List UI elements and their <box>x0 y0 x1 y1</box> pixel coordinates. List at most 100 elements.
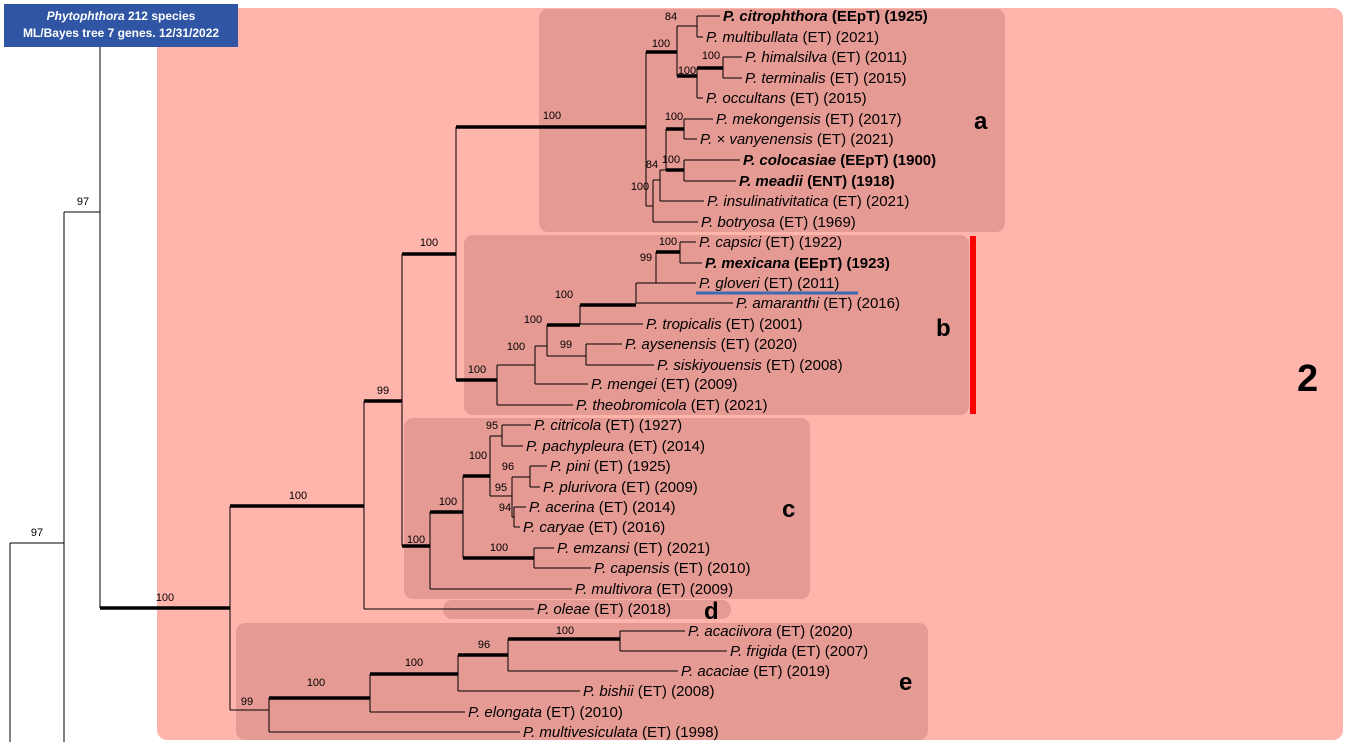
tip-genus: P. <box>723 8 739 25</box>
tip-genus: P. <box>625 336 641 353</box>
clade-b-highlight-bar <box>970 236 976 414</box>
tip-label-citricola: P. citricola (ET) (1927) <box>534 417 682 434</box>
tip-label-multivora: P. multivora (ET) (2009) <box>575 581 733 598</box>
tip-genus: P. <box>523 724 539 741</box>
tip-label-capensis: P. capensis (ET) (2010) <box>594 560 750 577</box>
tip-label-botryosa: P. botryosa (ET) (1969) <box>701 214 856 231</box>
tip-epithet: terminalis <box>761 70 826 87</box>
tip-genus: P. <box>745 49 761 66</box>
tip-authority: (ET) (2007) <box>787 643 868 660</box>
tip-genus: P. <box>681 663 697 680</box>
tip-genus: P. <box>557 540 573 557</box>
clade-c-box <box>404 418 810 599</box>
tip-epithet: acaciivora <box>704 623 772 640</box>
tip-genus: P. <box>699 275 715 292</box>
tip-label-himalsilva: P. himalsilva (ET) (2011) <box>745 49 907 66</box>
support-value-b: 100 <box>468 364 486 376</box>
tip-authority: (ET) (2014) <box>595 499 676 516</box>
support-value-him-ter: 100 <box>702 50 720 62</box>
tip-genus: P. <box>705 255 721 272</box>
support-value-c1: 100 <box>439 496 457 508</box>
support-value-acaciivora-frigida: 100 <box>556 625 574 637</box>
support-value-clade2: 100 <box>156 592 174 604</box>
support-value-c: 100 <box>407 534 425 546</box>
tip-authority: (ET) (2015) <box>826 70 907 87</box>
tip-epithet: frigida <box>746 643 787 660</box>
tip-label-pachypleura: P. pachypleura (ET) (2014) <box>526 438 705 455</box>
tip-label-bishii: P. bishii (ET) (2008) <box>583 683 714 700</box>
tip-epithet: capsici <box>715 234 762 251</box>
tip-label-acerina: P. acerina (ET) (2014) <box>529 499 675 516</box>
tip-genus: P. <box>576 397 592 414</box>
title-tree-description: ML/Bayes tree 7 genes. 12/31/2022 <box>22 26 220 40</box>
tip-epithet: acerina <box>545 499 594 516</box>
tip-genus: P. <box>550 458 566 475</box>
tip-label-gloveri: P. gloveri (ET) (2011) <box>699 275 839 292</box>
support-value-root-outer: 97 <box>31 527 43 539</box>
clade-label-c: c <box>782 496 795 523</box>
tip-label-mekongensis: P. mekongensis (ET) (2017) <box>716 111 902 128</box>
tip-genus: P. <box>575 581 591 598</box>
support-value-abc: 99 <box>377 385 389 397</box>
clade-label-a: a <box>974 108 988 135</box>
clade-label-d: d <box>704 598 719 625</box>
tip-label-occultans: P. occultans (ET) (2015) <box>706 90 867 107</box>
clade-d-box <box>443 600 731 619</box>
support-value-root-inner: 97 <box>77 196 89 208</box>
tip-authority: (ET) (2018) <box>590 601 671 618</box>
support-value-a1-him-ter-occ: 100 <box>678 65 696 77</box>
tip-epithet: capensis <box>610 560 670 577</box>
tip-authority: (EEpT) (1900) <box>836 152 936 169</box>
tip-genus: P. <box>706 90 722 107</box>
support-value-abcd: 100 <box>289 490 307 502</box>
tip-authority: (ENT) (1918) <box>803 173 895 190</box>
tip-epithet: colocasiae <box>759 152 836 169</box>
tip-epithet: insulinativitatica <box>723 193 828 210</box>
tip-authority: (ET) (2010) <box>542 704 623 721</box>
tip-label-oleae: P. oleae (ET) (2018) <box>537 601 671 618</box>
tip-label-plurivora: P. plurivora (ET) (2009) <box>543 479 698 496</box>
tip-epithet: tropicalis <box>662 316 722 333</box>
tip-authority: (EEpT) (1925) <box>828 8 928 25</box>
tip-authority: (ET) (2020) <box>772 623 853 640</box>
tip-authority: (ET) (1969) <box>775 214 856 231</box>
tip-label-tropicalis: P. tropicalis (ET) (2001) <box>646 316 802 333</box>
title-species-count: 212 species <box>124 9 196 23</box>
tip-authority: (ET) (2015) <box>786 90 867 107</box>
support-value-a2-colo-meadii: 100 <box>662 154 680 166</box>
clade-e-box <box>236 623 928 740</box>
tip-label-vanyenensis: P. × vanyenensis (ET) (2021) <box>700 131 894 148</box>
tip-label-multibullata: P. multibullata (ET) (2021) <box>706 29 879 46</box>
tip-authority: (ET) (2010) <box>670 560 751 577</box>
support-value-e-inner: 100 <box>307 677 325 689</box>
tip-authority: (ET) (2021) <box>629 540 710 557</box>
tip-authority: (ET) (1927) <box>601 417 682 434</box>
tip-genus: P. <box>707 193 723 210</box>
tip-genus: P. <box>594 560 610 577</box>
clade-a-box <box>539 9 1005 232</box>
tip-authority: (ET) (2021) <box>798 29 879 46</box>
tip-label-theobromicola: P. theobromicola (ET) (2021) <box>576 397 767 414</box>
tip-authority: (ET) (1922) <box>761 234 842 251</box>
tip-epithet: multivora <box>591 581 652 598</box>
tip-label-meadii: P. meadii (ENT) (1918) <box>739 173 895 190</box>
tip-epithet: himalsilva <box>761 49 827 66</box>
tip-epithet: occultans <box>722 90 786 107</box>
tip-authority: (ET) (2011) <box>827 49 907 66</box>
tip-authority: (ET) (2021) <box>813 131 894 148</box>
tip-label-acaciae: P. acaciae (ET) (2019) <box>681 663 830 680</box>
support-value-a: 100 <box>543 110 561 122</box>
clade-b-box <box>464 235 969 415</box>
tip-label-aysenensis: P. aysenensis (ET) (2020) <box>625 336 797 353</box>
support-value-e-sub2: 96 <box>478 639 490 651</box>
tip-genus: P. <box>537 601 553 618</box>
support-value-a1: 100 <box>652 38 670 50</box>
tip-genus: P. <box>523 519 539 536</box>
tip-authority: (ET) (2011) <box>760 275 840 292</box>
tip-label-siskiyouensis: P. siskiyouensis (ET) (2008) <box>657 357 843 374</box>
tip-label-multivesiculata: P. multivesiculata (ET) (1998) <box>523 724 719 741</box>
tip-genus: P. <box>468 704 484 721</box>
support-value-c-pini-plur: 95 <box>495 482 507 494</box>
tip-authority: (ET) (2019) <box>749 663 830 680</box>
